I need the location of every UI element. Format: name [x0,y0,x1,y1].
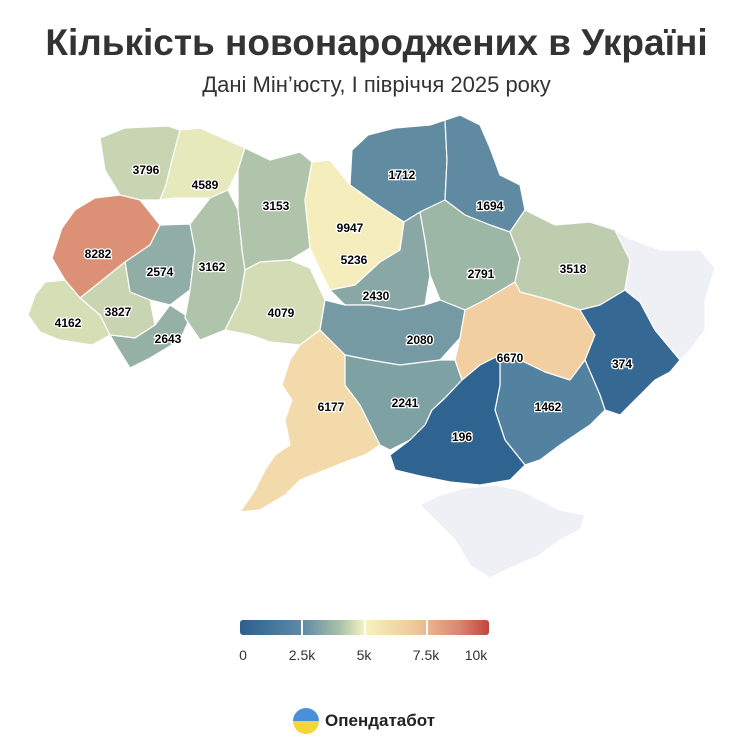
region-label-vinnytsia: 4079 [268,306,295,320]
region-label-volyn: 3796 [133,163,160,177]
region-label-poltava: 2791 [468,267,495,281]
region-label-ivano-frankivsk: 3827 [105,305,132,319]
region-label-kyiv-oblast: 5236 [341,253,368,267]
region-label-chernivtsi: 2643 [155,332,182,346]
region-label-cherkasy: 2430 [363,289,390,303]
region-crimea[interactable] [419,484,586,579]
color-legend-bar [240,620,489,635]
region-label-donetsk: 374 [612,357,632,371]
region-label-zaporizhzhia: 1462 [535,400,562,414]
map-title: Кількість новонароджених в Україні [45,22,708,63]
legend-tick-7500: 7.5k [412,647,440,663]
region-label-odesa: 6177 [318,400,345,414]
region-label-rivne: 4589 [192,178,219,192]
brand-name: Опендатабот [325,711,436,730]
region-kherson[interactable] [389,354,526,486]
region-label-kirovohrad: 2080 [407,333,434,347]
region-label-mykolaiv: 2241 [392,396,419,410]
region-label-khmelnytskyi: 3162 [199,260,226,274]
region-label-kharkiv: 3518 [560,262,587,276]
region-label-lviv: 8282 [85,247,112,261]
region-label-kyiv-city: 9947 [337,221,364,235]
legend-tick-2500: 2.5k [288,647,316,663]
region-label-dnipropetrovsk: 6670 [497,351,524,365]
region-label-chernihiv: 1712 [389,168,416,182]
legend-tick-0: 0 [239,647,247,663]
region-chernivtsi[interactable] [109,304,191,369]
region-luhansk[interactable] [614,229,716,361]
legend-tick-10000: 10k [464,647,488,663]
region-label-zhytomyr: 3153 [263,199,290,213]
brand: Опендатабот [293,706,435,736]
ukraine-map: 3796 4589 8282 2574 4162 3827 2643 3162 3153 4079… [27,114,716,579]
region-ivano-frankivsk[interactable] [79,261,156,339]
region-label-zakarpattia: 4162 [55,316,82,330]
opendatabot-logo-icon [293,708,319,734]
region-label-kherson: 196 [452,430,472,444]
legend-tick-5000: 5k [356,647,372,663]
region-label-ternopil: 2574 [147,265,174,279]
region-label-sumy: 1694 [477,199,504,213]
map-subtitle: Дані Мін’юсту, І півріччя 2025 року [202,72,551,97]
